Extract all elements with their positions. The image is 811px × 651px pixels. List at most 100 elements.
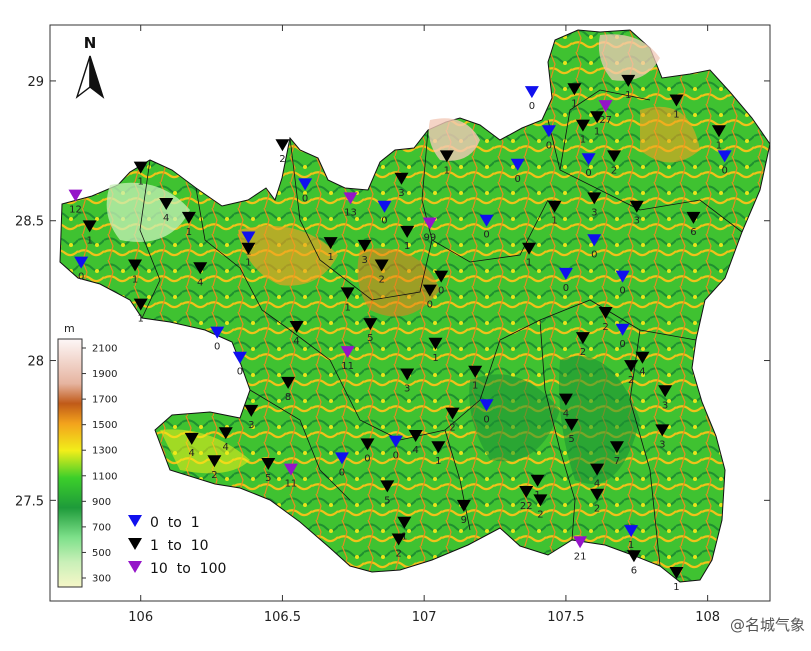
station-triangle bbox=[573, 536, 588, 549]
station-triangle bbox=[590, 111, 605, 124]
lowland-patch bbox=[106, 182, 190, 242]
station-marker: 3 bbox=[658, 385, 673, 411]
station-marker: 1 bbox=[181, 211, 196, 238]
station-value: 5 bbox=[384, 495, 390, 506]
station-triangle bbox=[479, 214, 494, 227]
highland-patch bbox=[598, 34, 660, 81]
station-value: 1 bbox=[526, 258, 532, 269]
station-triangle bbox=[377, 200, 392, 213]
station-marker: 2 bbox=[374, 259, 389, 285]
station-marker: 11 bbox=[283, 463, 298, 490]
station-triangle bbox=[281, 376, 296, 389]
legend-label: 1 to 10 bbox=[150, 538, 209, 554]
station-value: 1 bbox=[404, 241, 410, 252]
station-marker: 1 bbox=[522, 242, 537, 269]
station-value: 1 bbox=[432, 353, 438, 364]
station-marker: 0 bbox=[524, 86, 539, 112]
legend-triangle-icon bbox=[128, 515, 142, 527]
station-marker: 0 bbox=[615, 323, 630, 350]
station-triangle bbox=[686, 211, 701, 224]
station-marker: 0 bbox=[510, 158, 525, 185]
station-marker: 3 bbox=[357, 239, 372, 266]
station-marker: 0 bbox=[541, 125, 556, 151]
station-marker: 4 bbox=[408, 430, 423, 456]
station-value: 0 bbox=[381, 216, 387, 227]
station-marker: 1 bbox=[547, 200, 562, 227]
station-value: 2 bbox=[449, 423, 455, 434]
station-value: 1 bbox=[625, 90, 631, 101]
station-value: 1 bbox=[444, 165, 450, 176]
colorbar-tick-label: 1100 bbox=[92, 471, 117, 482]
station-triangle bbox=[609, 441, 624, 454]
station-triangle bbox=[275, 139, 290, 152]
station-value: 0 bbox=[302, 193, 308, 204]
station-marker: 12 bbox=[68, 189, 83, 216]
station-marker: 1 bbox=[133, 298, 148, 325]
station-triangle bbox=[626, 550, 641, 563]
station-value: 6 bbox=[631, 565, 637, 576]
station-triangle bbox=[431, 441, 446, 454]
station-triangle bbox=[374, 259, 389, 272]
station-triangle bbox=[598, 307, 613, 319]
station-triangle bbox=[340, 346, 355, 359]
station-triangle bbox=[558, 267, 573, 280]
valley-patch bbox=[469, 374, 560, 462]
station-value: 4 bbox=[197, 277, 203, 288]
station-triangle bbox=[590, 463, 605, 476]
station-value: 1 bbox=[580, 135, 586, 146]
station-triangle bbox=[74, 256, 89, 269]
station-value: 2 bbox=[211, 470, 217, 481]
station-marker: 6 bbox=[626, 550, 641, 576]
x-tick-label: 107 bbox=[412, 610, 437, 625]
station-triangle bbox=[357, 239, 372, 252]
station-marker: 0 bbox=[210, 326, 225, 353]
station-marker: 3 bbox=[244, 404, 259, 431]
station-marker: 1 bbox=[669, 94, 684, 120]
station-triangle bbox=[400, 225, 415, 238]
station-value: 0 bbox=[529, 101, 535, 112]
station-triangle bbox=[624, 360, 639, 373]
station-triangle bbox=[391, 533, 406, 546]
legend-triangle-icon bbox=[128, 561, 142, 573]
station-marker: 0 bbox=[360, 438, 375, 464]
station-marker: 3 bbox=[587, 192, 602, 218]
station-value: 1 bbox=[132, 274, 138, 285]
station-value: 1 bbox=[401, 532, 407, 543]
legend-entry: 10 to 100 bbox=[128, 561, 226, 577]
station-marker: 2 bbox=[590, 488, 605, 515]
station-triangle bbox=[394, 172, 409, 185]
station-value: 5 bbox=[367, 333, 373, 344]
valley-patch bbox=[559, 356, 640, 484]
station-value: 1 bbox=[344, 302, 350, 313]
x-tick-label: 106.5 bbox=[264, 610, 301, 625]
highland-patch bbox=[640, 106, 700, 163]
y-tick-label: 28 bbox=[27, 355, 44, 370]
station-marker: 5 bbox=[564, 418, 579, 445]
station-triangle bbox=[456, 499, 471, 512]
station-value: 0 bbox=[591, 249, 597, 260]
station-triangle bbox=[519, 485, 534, 498]
station-value: 3 bbox=[404, 384, 410, 395]
station-value: 4 bbox=[594, 479, 600, 490]
station-marker: 0 bbox=[717, 150, 732, 176]
station-value: 1 bbox=[245, 258, 251, 269]
station-value: 2 bbox=[395, 548, 401, 559]
plateau-patch bbox=[160, 429, 250, 474]
station-triangle bbox=[621, 74, 636, 87]
station-marker: 0 bbox=[558, 267, 573, 294]
station-marker: 1 bbox=[669, 567, 684, 593]
station-value: 1 bbox=[551, 216, 557, 227]
station-triangle bbox=[289, 320, 304, 333]
station-triangle bbox=[658, 385, 673, 398]
station-triangle bbox=[607, 150, 622, 163]
station-marker: 0 bbox=[388, 435, 403, 462]
station-triangle bbox=[558, 393, 573, 406]
station-triangle bbox=[635, 351, 650, 364]
colorbar-ramp bbox=[57, 338, 83, 588]
station-value: 3 bbox=[662, 400, 668, 411]
x-tick-label: 108 bbox=[695, 610, 720, 625]
station-value: 3 bbox=[361, 255, 367, 266]
station-marker: 2 bbox=[207, 455, 222, 481]
station-triangle bbox=[261, 457, 276, 470]
station-triangle bbox=[541, 125, 556, 138]
